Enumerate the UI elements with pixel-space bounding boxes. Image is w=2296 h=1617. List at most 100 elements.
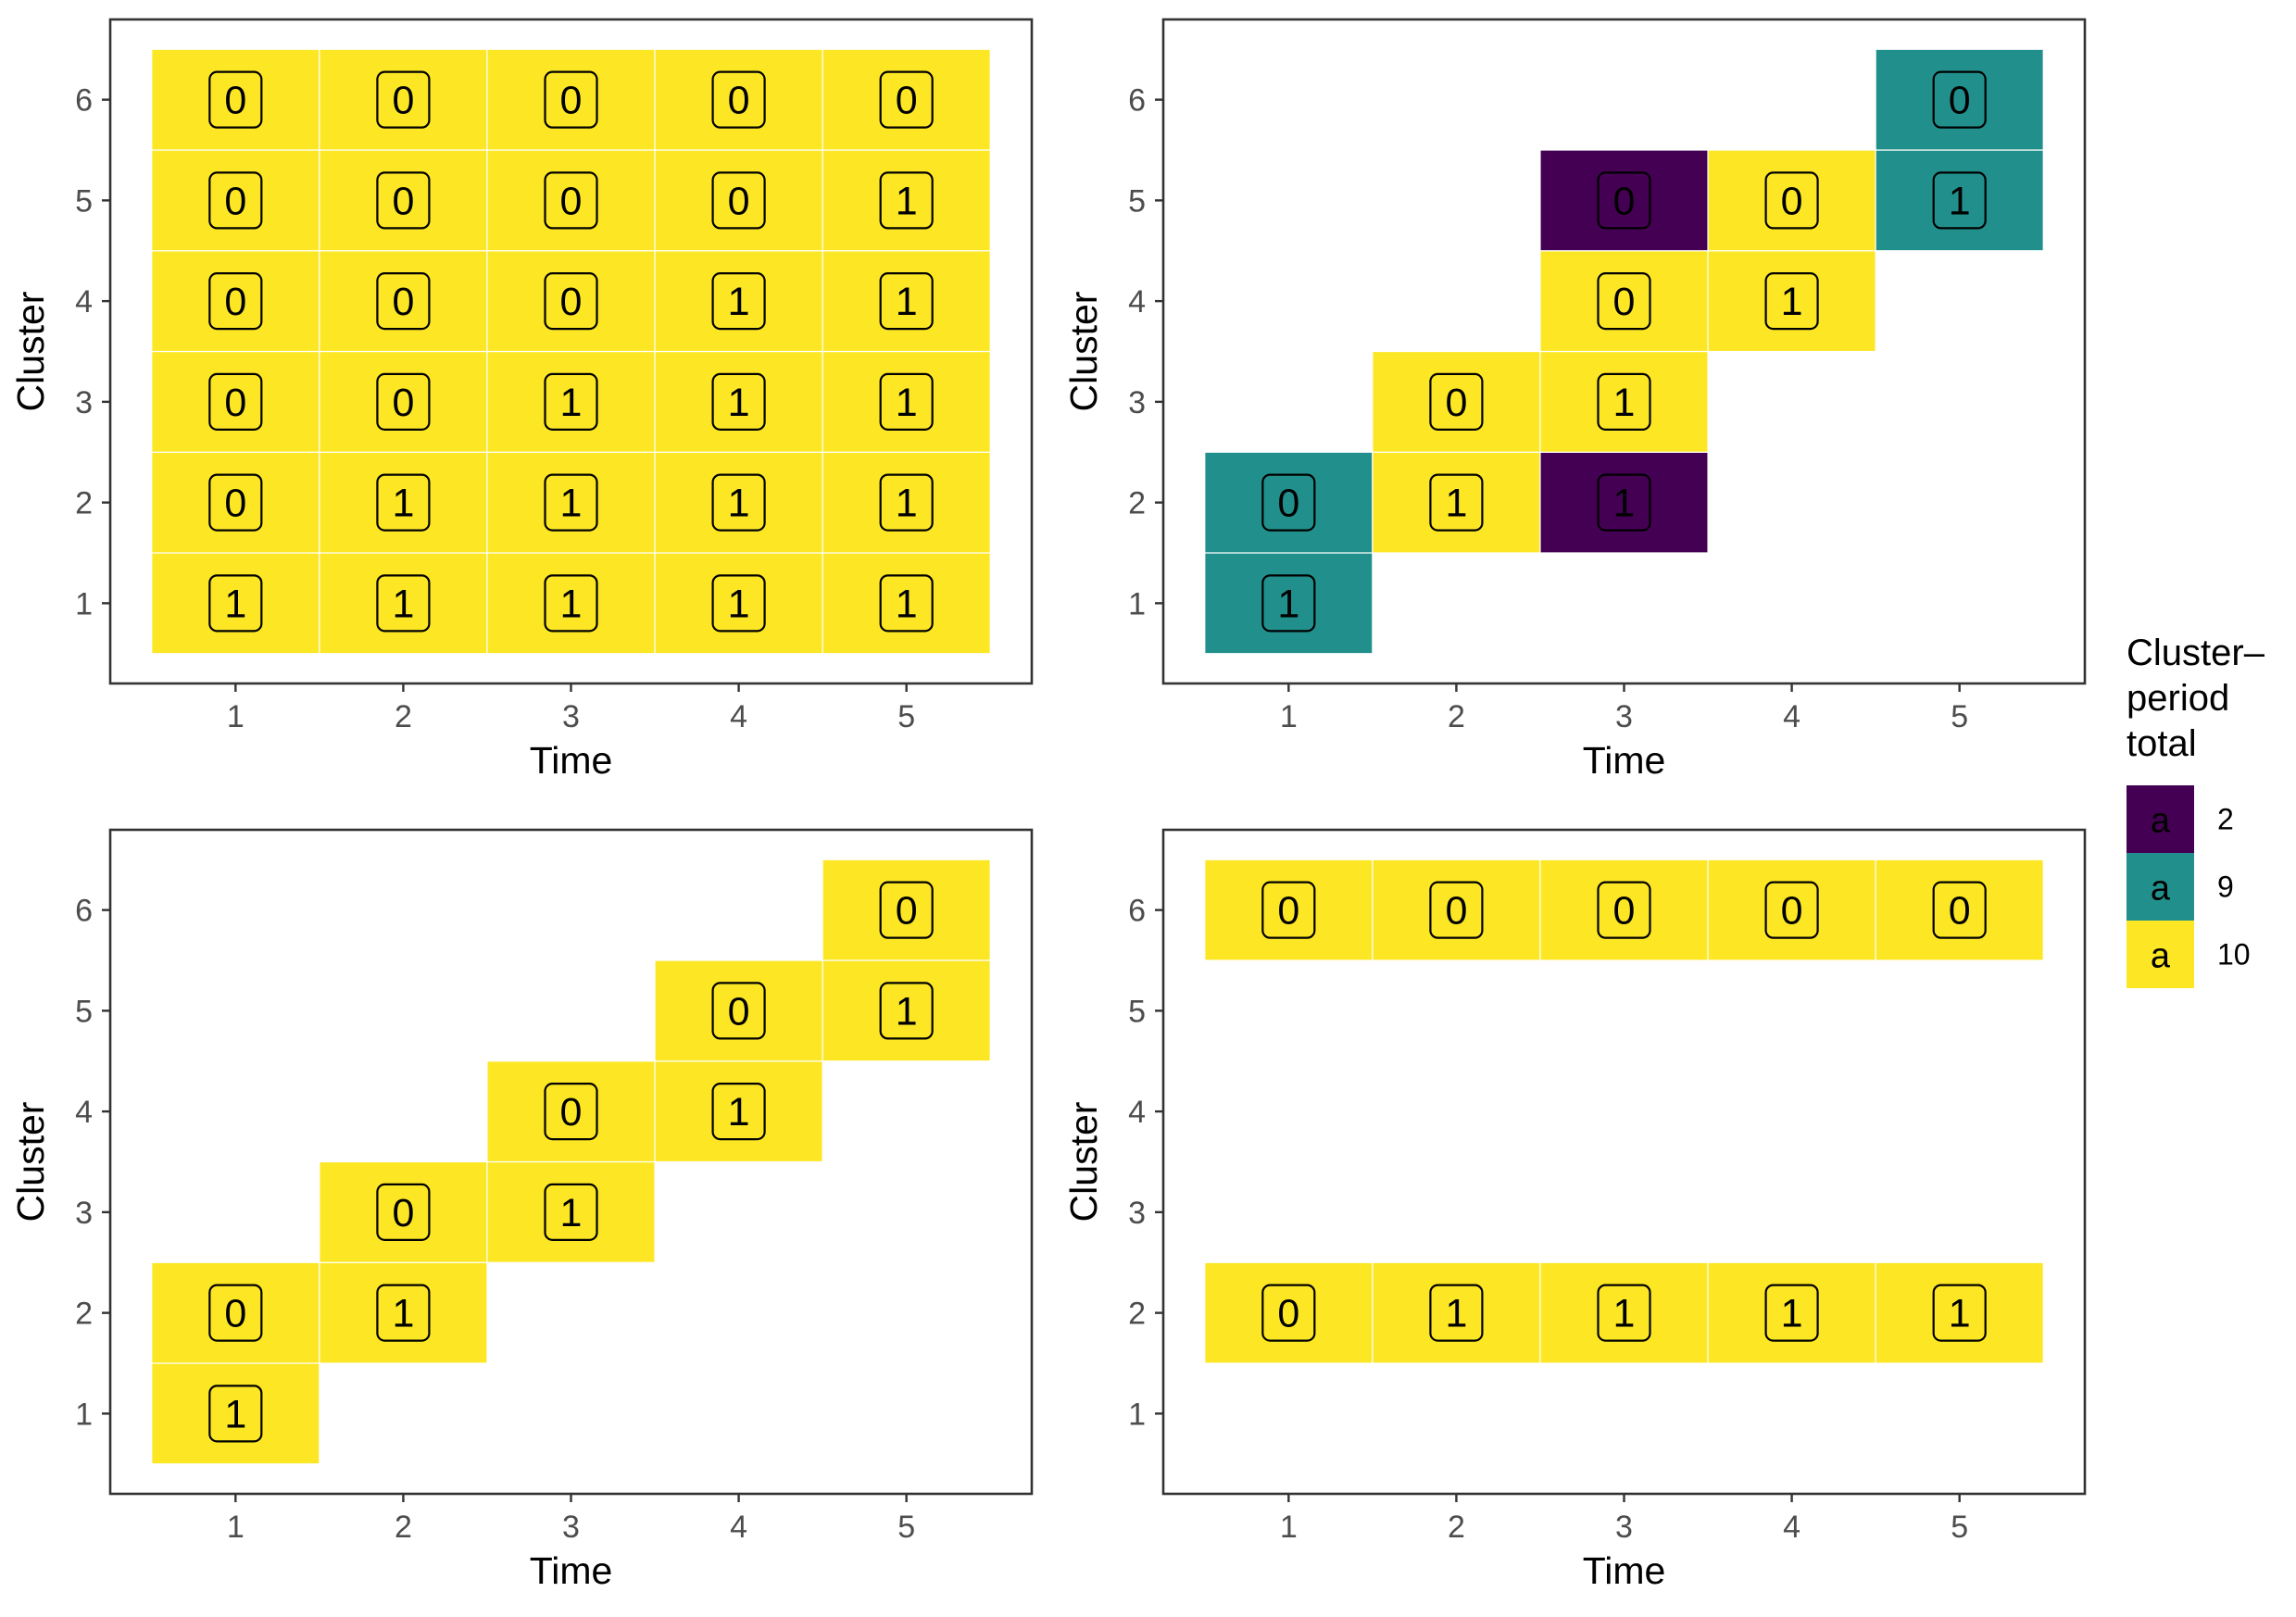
heatmap-cell [654,959,823,1062]
cell-label-box [711,70,766,129]
cell-label: 1 [728,582,750,626]
heatmap-cell [654,552,823,655]
cell-label: 1 [728,482,750,526]
x-tick-label: 2 [1448,1510,1465,1545]
legend-label: 2 [2217,803,2234,836]
heatmap-cell [822,350,991,453]
cell-label: 1 [728,1090,750,1134]
x-tick-label: 3 [562,1510,580,1545]
cell-label-box [208,171,263,230]
cell-label: 1 [1445,1292,1467,1336]
cell-label-box [208,574,263,633]
x-tick-label: 3 [1615,699,1633,734]
heatmap-cell [151,250,320,353]
panel-1: 1 1 1 1 1 0 1 1 1 1 0 0 1 1 1 0 0 0 1 1 0 0 0 0 1 0 0 0 0 0 1 2 3 4 5 1 2 3 4 5… [9,18,1034,782]
cell-label-box [376,372,431,431]
legend-key: a 10 [2127,921,2251,988]
heatmap-cell [1707,1261,1876,1364]
cell-label-box [1597,372,1651,431]
heatmap-cell [1204,552,1374,655]
cell-label: 0 [1445,889,1467,934]
x-tick-label: 1 [227,1510,245,1545]
cell-label: 0 [1445,381,1467,425]
heatmap-cell [486,1060,656,1163]
x-tick-label: 4 [730,699,747,734]
x-tick-label: 4 [730,1510,747,1545]
cell-label: 0 [392,280,414,324]
cell-label: 0 [392,79,414,123]
heatmap-cell [486,451,656,554]
x-tick-label: 2 [1448,699,1465,734]
heatmap-cell [319,451,488,554]
cell-label-box [208,272,263,331]
x-tick-label: 3 [1615,1510,1633,1545]
cell-label: 1 [224,1392,246,1436]
cell-label-box [376,473,431,532]
cell-label-box [1932,70,1987,129]
heatmap-cell [319,149,488,252]
cell-label-box [544,372,598,431]
y-tick-label: 2 [75,486,93,521]
cell-label: 0 [392,1191,414,1235]
cell-label: 0 [224,179,246,223]
cell-label: 0 [224,79,246,123]
cell-label-box [544,574,598,633]
y-tick-label: 4 [75,284,93,320]
y-tick-label: 2 [1128,1297,1146,1332]
y-tick-label: 3 [75,1196,93,1231]
x-tick-label: 4 [1783,699,1800,734]
cell-label: 0 [1277,482,1299,526]
cell-label-box [1429,372,1484,431]
heatmap-cell [822,552,991,655]
heatmap-cell [1372,859,1541,961]
cell-label-box [711,574,766,633]
heatmap-cell [822,859,991,961]
cell-label: 0 [896,889,918,934]
cell-label-box [544,171,598,230]
cell-label-box [1932,171,1987,230]
cell-label-box [1597,881,1651,939]
x-tick-label: 4 [1783,1510,1800,1545]
heatmap-cell [486,1160,656,1263]
y-tick-label: 4 [1128,1095,1146,1130]
cell-label: 1 [560,1191,583,1235]
heatmap-cell [151,48,320,151]
x-tick-label: 5 [1951,1510,1968,1545]
cell-label-box [711,982,766,1040]
cell-label: 1 [560,582,583,626]
cell-label: 0 [728,179,750,223]
panel-4: 0 1 1 1 1 0 0 0 0 0 1 2 3 4 5 1 2 3 4 5 6 Time Cluster [1062,828,2087,1592]
cell-label-box [1932,881,1987,939]
cell-label: 1 [1949,179,1971,223]
cell-label-box [1261,881,1316,939]
heatmap-cell [654,149,823,252]
x-tick-label: 5 [897,1510,915,1545]
heatmap-cell [1707,859,1876,961]
cell-label: 1 [728,280,750,324]
cell-label: 1 [1277,582,1299,626]
cell-label: 0 [1949,79,1971,123]
cell-label-box [1261,1284,1316,1342]
cell-label-box [1764,1284,1819,1342]
legend-glyph: a [2151,870,2171,909]
heatmap-cell [1875,48,2044,151]
legend: Cluster– period total a 2a 9a 10 [2127,633,2265,988]
heatmap-cell [1372,451,1541,554]
cell-label: 1 [392,482,414,526]
cell-label-box [879,372,934,431]
x-tick-label: 2 [395,1510,412,1545]
heatmap-cell [319,250,488,353]
legend-swatch [2127,785,2194,853]
cell-label-box [208,1385,263,1443]
heatmap-cell [1707,149,1876,252]
y-tick-label: 6 [1128,83,1146,119]
cell-label: 0 [392,179,414,223]
cell-label-box [879,473,934,532]
heatmap-cell [1875,859,2044,961]
heatmap-cell [319,1160,488,1263]
heatmap-cell [1372,350,1541,453]
y-tick-label: 5 [75,994,93,1029]
legend-swatch [2127,853,2194,921]
y-tick-label: 1 [1128,1397,1146,1432]
